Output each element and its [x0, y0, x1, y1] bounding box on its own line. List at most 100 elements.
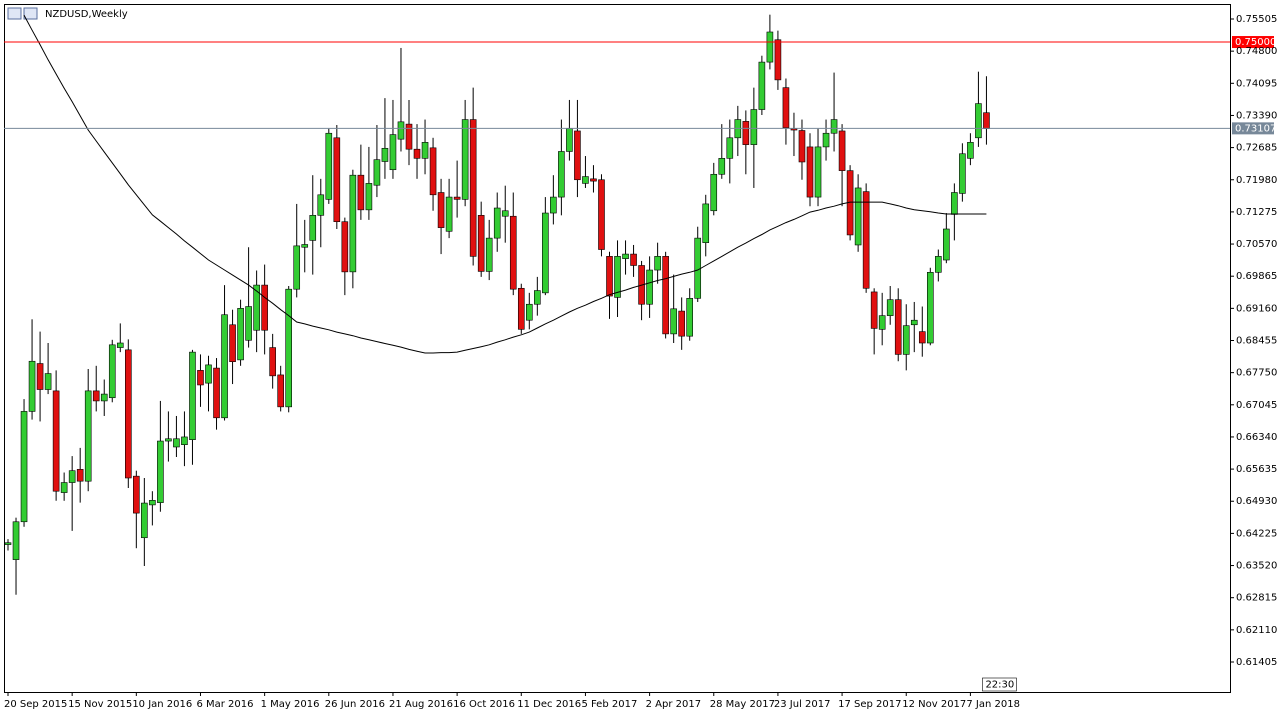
candle-body: [485, 237, 493, 272]
candle-body: [349, 174, 357, 273]
candle-body: [646, 269, 653, 305]
candle-body: [550, 196, 557, 214]
candle-body: [269, 347, 276, 377]
y-tick-label: 0.65635: [1236, 464, 1277, 475]
candle-body: [517, 287, 525, 330]
candle-body: [951, 192, 958, 215]
candle-body: [173, 438, 180, 448]
candle-body: [157, 440, 164, 503]
candle-body: [181, 436, 188, 445]
candle-body: [574, 130, 581, 181]
x-tick-label: 23 Jul 2017: [774, 699, 831, 710]
y-tick-label: 0.73390: [1236, 110, 1277, 121]
candle-body: [710, 173, 718, 212]
candle-body: [878, 315, 886, 330]
candle-body: [4, 542, 12, 545]
x-tick-label: 17 Sep 2017: [838, 699, 901, 710]
y-tick-label: 0.64930: [1236, 496, 1277, 507]
symbol-icon: [7, 7, 38, 20]
candle-body: [213, 367, 220, 419]
candle-body: [205, 364, 212, 384]
candle-body: [726, 137, 734, 159]
x-tick-label: 7 Jan 2018: [966, 699, 1020, 710]
candle-body: [125, 349, 132, 479]
x-tick-label: 12 Nov 2017: [902, 699, 966, 710]
candle-body: [397, 121, 405, 140]
candle-body: [309, 215, 317, 241]
candle-body: [814, 146, 822, 198]
overlay: 0.75000 0.73107 22:30: [4, 14, 1276, 692]
candle-body: [790, 128, 798, 131]
candle-body: [694, 237, 702, 299]
candle-body: [389, 134, 397, 171]
candle-body: [742, 121, 750, 145]
candle-body: [975, 103, 982, 139]
candle-body: [822, 132, 830, 148]
candle-body: [413, 148, 421, 159]
candle-body: [245, 306, 252, 341]
price-label: 0.75000: [1235, 37, 1276, 48]
candle-body: [838, 130, 846, 171]
candle-body: [12, 521, 20, 560]
candle-body: [758, 61, 766, 110]
candle-body: [935, 256, 942, 273]
candle-body: [926, 272, 934, 344]
candle-body: [405, 123, 413, 150]
candle-body: [189, 351, 196, 440]
candle-body: [333, 137, 341, 223]
y-tick-label: 0.71980: [1236, 175, 1277, 186]
candle-body: [854, 187, 862, 246]
plot-frame: [4, 4, 1231, 693]
candle-body: [590, 178, 597, 182]
moving-average: [23, 14, 987, 354]
timer-box: [982, 677, 1017, 692]
price-label-box: [1232, 36, 1274, 49]
candle-body: [983, 112, 990, 129]
candle-body: [133, 475, 140, 514]
y-tick-label: 0.74095: [1236, 78, 1277, 89]
candle-body: [429, 147, 437, 196]
x-tick-label: 11 Dec 2016: [517, 699, 581, 710]
y-tick-label: 0.64225: [1236, 528, 1277, 539]
y-tick-label: 0.66340: [1236, 432, 1277, 443]
candle-body: [798, 130, 806, 163]
candle-body: [437, 192, 445, 228]
candle-body: [221, 314, 228, 419]
y-tick-label: 0.62815: [1236, 593, 1277, 604]
y-tick-label: 0.71275: [1236, 207, 1277, 218]
y-tick-label: 0.74800: [1236, 46, 1277, 57]
candles: [4, 14, 990, 595]
candle-body: [910, 319, 918, 326]
candle-body: [285, 288, 293, 408]
candle-body: [886, 299, 894, 316]
candle-body: [20, 411, 28, 523]
candle-body: [237, 308, 244, 361]
x-tick-label: 16 Oct 2016: [453, 699, 515, 710]
candle-body: [678, 310, 685, 337]
candle-body: [253, 284, 260, 331]
x-tick-label: 28 May 2017: [710, 699, 775, 710]
candle-body: [501, 210, 509, 217]
candle-body: [542, 212, 549, 294]
candle-body: [277, 374, 284, 408]
x-tick-label: 20 Sep 2015: [4, 699, 67, 710]
candle-body: [606, 256, 613, 297]
x-tick-label: 15 Nov 2015: [68, 699, 132, 710]
candle-body: [229, 324, 236, 363]
y-tick-label: 0.75505: [1236, 14, 1277, 25]
candle-body: [52, 390, 60, 492]
candle-body: [766, 31, 774, 63]
candle-body: [76, 469, 84, 482]
candle-body: [149, 500, 156, 506]
candle-body: [943, 228, 950, 261]
y-tick-label: 0.72685: [1236, 143, 1277, 154]
y-tick-label: 0.62110: [1236, 625, 1277, 636]
candle-body: [453, 196, 461, 200]
price-label-box: [1232, 122, 1274, 135]
candle-body: [654, 256, 661, 271]
candle-body: [782, 87, 790, 129]
candle-body: [381, 147, 389, 162]
candle-body: [84, 390, 92, 482]
candle-body: [325, 132, 333, 200]
